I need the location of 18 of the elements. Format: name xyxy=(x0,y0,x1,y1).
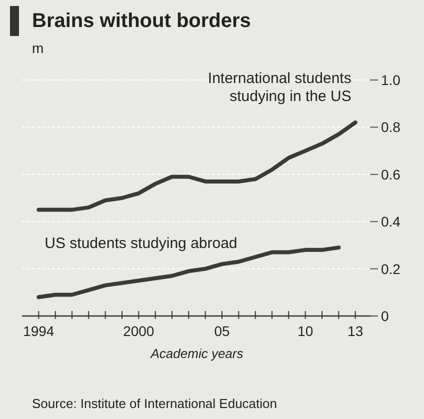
y-tick-label: 0 xyxy=(381,308,389,324)
y-tick-label: 0.6 xyxy=(381,166,401,182)
y-tick-label: 1.0 xyxy=(381,72,401,88)
chart-title: Brains without borders xyxy=(32,10,251,33)
x-tick-label: 2000 xyxy=(123,323,154,339)
x-tick-label: 13 xyxy=(348,323,364,339)
y-tick-label: 0.8 xyxy=(381,119,401,136)
x-tick-label: 10 xyxy=(298,323,314,339)
x-tick-label: 05 xyxy=(214,323,230,339)
x-axis-title: Academic years xyxy=(150,346,244,361)
line-series xyxy=(36,120,358,212)
series-label: International students studying in the US xyxy=(206,70,352,106)
source-note: Source: Institute of International Education xyxy=(32,396,277,411)
chart-subtitle: m xyxy=(32,40,44,56)
y-tick-label: 0.4 xyxy=(381,214,401,230)
y-tick-label: 0.2 xyxy=(381,260,401,277)
x-tick-label: 1994 xyxy=(23,323,54,339)
series-label: US students studying abroad xyxy=(44,235,238,254)
